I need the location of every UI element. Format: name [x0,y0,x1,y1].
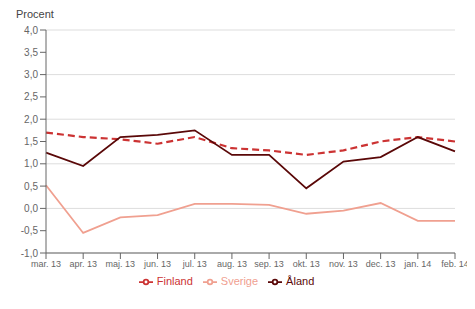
svg-text:nov. 13: nov. 13 [329,259,358,269]
html-text:Procent: Procent [16,8,54,20]
svg-text:apr. 13: apr. 13 [69,259,97,269]
svg-text:0,5: 0,5 [24,181,38,192]
svg-text:2,5: 2,5 [24,91,38,102]
html-text:Åland: Åland [286,275,315,287]
svg-text:jul. 13: jul. 13 [182,259,207,269]
svg-text:3,5: 3,5 [24,47,38,58]
svg-text:jan. 14: jan. 14 [403,259,431,269]
html-text:Sverige: Sverige [220,275,259,287]
svg-text:1,5: 1,5 [24,136,38,147]
html-text:Finland: Finland [156,275,193,287]
svg-text:feb. 14: feb. 14 [441,259,467,269]
svg-text:-0,5: -0,5 [21,225,39,236]
svg-text:0,0: 0,0 [24,203,38,214]
svg-text:4,0: 4,0 [24,25,38,36]
svg-text:okt. 13: okt. 13 [293,259,320,269]
svg-text:mar. 13: mar. 13 [31,259,61,269]
svg-text:dec. 13: dec. 13 [366,259,396,269]
svg-text:3,0: 3,0 [24,69,38,80]
svg-text:1,0: 1,0 [24,158,38,169]
svg-text:-1,0: -1,0 [21,248,39,259]
svg-text:sep. 13: sep. 13 [254,259,284,269]
svg-text:maj. 13: maj. 13 [106,259,136,269]
svg-text:aug. 13: aug. 13 [217,259,247,269]
svg-text:jun. 13: jun. 13 [143,259,171,269]
svg-text:2,0: 2,0 [24,114,38,125]
